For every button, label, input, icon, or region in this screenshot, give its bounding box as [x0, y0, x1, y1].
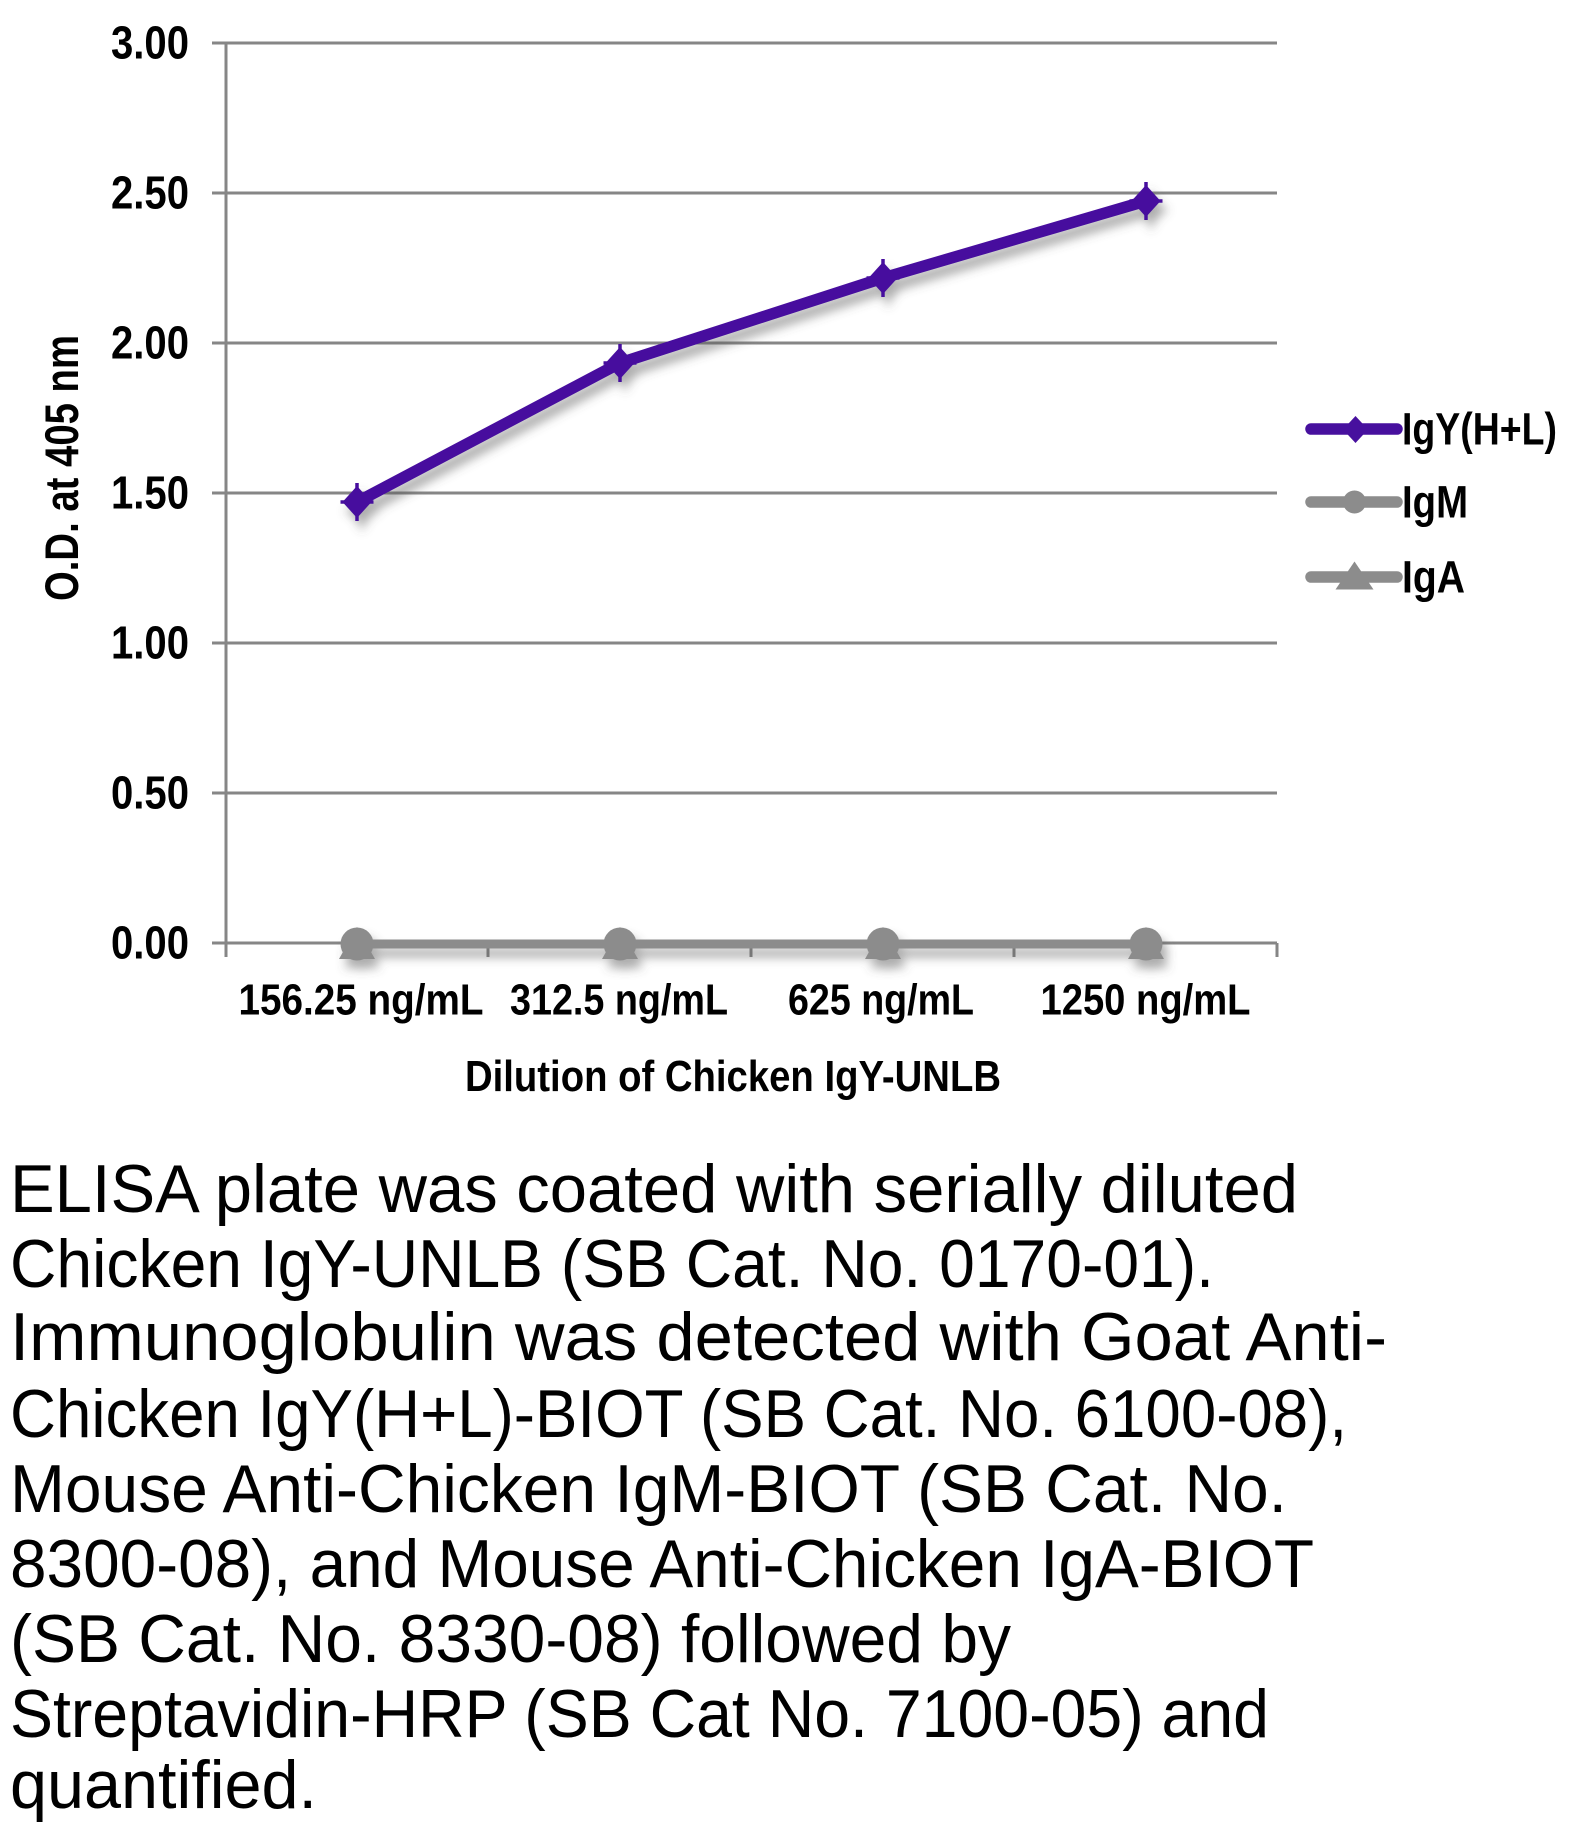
- svg-text:IgY(H+L): IgY(H+L): [1402, 404, 1557, 455]
- svg-text:Dilution of Chicken IgY-UNLB: Dilution of Chicken IgY-UNLB: [465, 1052, 1001, 1101]
- svg-text:(SB Cat. No. 8330-08) followed: (SB Cat. No. 8330-08) followed by: [10, 1601, 1011, 1677]
- svg-text:0.00: 0.00: [111, 917, 189, 969]
- svg-text:312.5 ng/mL: 312.5 ng/mL: [510, 976, 728, 1025]
- svg-text:Streptavidin-HRP (SB Cat No. 7: Streptavidin-HRP (SB Cat No. 7100-05) an…: [10, 1676, 1269, 1752]
- svg-text:2.50: 2.50: [111, 167, 189, 219]
- svg-text:ELISA plate was coated with se: ELISA plate was coated with serially dil…: [10, 1151, 1298, 1227]
- svg-text:2.00: 2.00: [111, 317, 189, 369]
- svg-text:Chicken IgY-UNLB (SB Cat. No.: Chicken IgY-UNLB (SB Cat. No. 0170-01).: [10, 1226, 1214, 1302]
- svg-text:1.50: 1.50: [111, 467, 189, 519]
- svg-text:Mouse Anti-Chicken IgM-BIOT (S: Mouse Anti-Chicken IgM-BIOT (SB Cat. No.: [10, 1451, 1287, 1527]
- svg-text:625 ng/mL: 625 ng/mL: [788, 976, 974, 1025]
- svg-text:Chicken IgY(H+L)-BIOT (SB Cat.: Chicken IgY(H+L)-BIOT (SB Cat. No. 6100-…: [10, 1376, 1347, 1452]
- svg-text:1250 ng/mL: 1250 ng/mL: [1041, 976, 1251, 1025]
- svg-text:IgA: IgA: [1402, 552, 1465, 603]
- svg-text:IgM: IgM: [1402, 477, 1468, 528]
- svg-text:0.50: 0.50: [111, 767, 189, 819]
- svg-text:quantified.: quantified.: [10, 1747, 317, 1823]
- svg-text:1.00: 1.00: [111, 617, 189, 669]
- svg-text:3.00: 3.00: [111, 17, 189, 69]
- svg-text:O.D. at 405 nm: O.D. at 405 nm: [35, 335, 88, 601]
- svg-text:Immunoglobulin was detected wi: Immunoglobulin was detected with Goat An…: [10, 1299, 1387, 1375]
- svg-text:8300-08), and Mouse Anti-Chick: 8300-08), and Mouse Anti-Chicken IgA-BIO…: [10, 1526, 1314, 1602]
- svg-text:156.25 ng/mL: 156.25 ng/mL: [239, 976, 484, 1025]
